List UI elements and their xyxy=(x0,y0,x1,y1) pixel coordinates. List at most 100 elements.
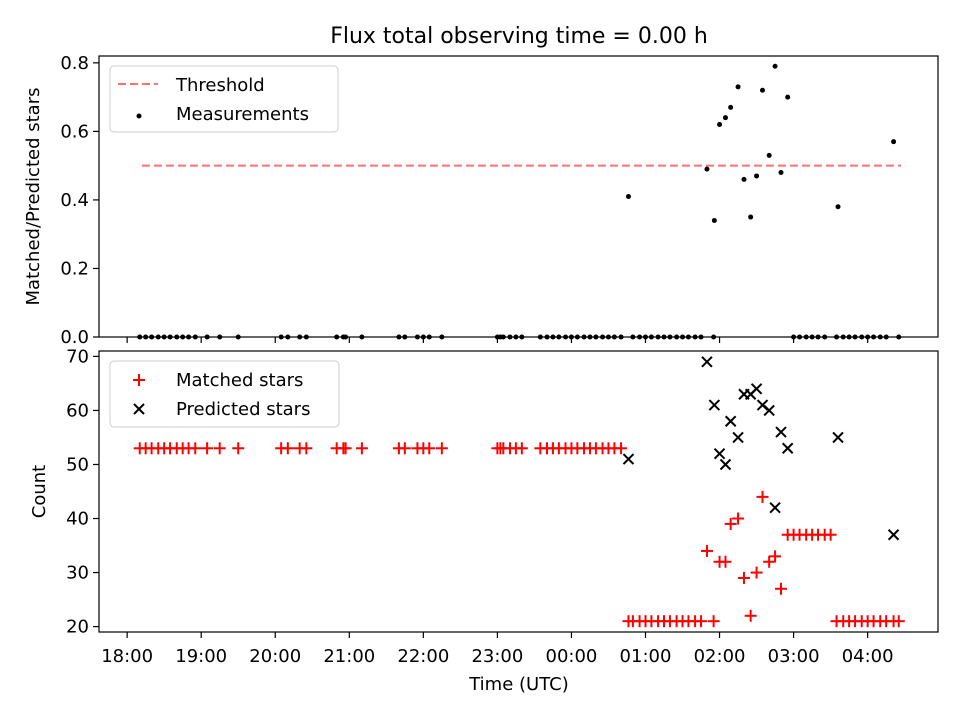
predicted-point xyxy=(887,529,900,541)
count-y-tick-label: 70 xyxy=(66,346,89,367)
measurement-point xyxy=(754,173,760,179)
matched-point xyxy=(281,442,294,455)
count-plot-area xyxy=(133,356,905,628)
matched-point xyxy=(732,512,745,525)
predicted-point xyxy=(719,458,732,471)
count-x-tick-label: 03:00 xyxy=(768,646,820,667)
matched-point xyxy=(300,442,313,455)
measurement-point xyxy=(778,170,784,176)
predicted-point xyxy=(781,442,794,454)
matched-point xyxy=(435,442,448,455)
count-x-tick-label: 01:00 xyxy=(620,646,672,667)
count-y-tick-label: 50 xyxy=(66,454,89,475)
predicted-point xyxy=(708,399,721,411)
x-axis-label: Time (UTC) xyxy=(468,674,569,695)
matched-point xyxy=(824,528,837,541)
count-legend: Matched stars Predicted stars xyxy=(109,360,340,428)
matched-point xyxy=(213,442,226,455)
count-x-tick-label: 21:00 xyxy=(323,646,375,667)
measurement-point xyxy=(835,204,841,210)
matched-point xyxy=(756,490,769,503)
ratio-x-axis xyxy=(126,337,869,343)
matched-point xyxy=(189,442,202,455)
matched-point xyxy=(724,517,737,530)
predicted-stars-series xyxy=(622,356,900,541)
matched-legend-label: Matched stars xyxy=(176,370,303,391)
predicted-point xyxy=(724,415,737,427)
matched-point xyxy=(769,550,782,563)
measurement-point xyxy=(891,139,897,145)
matched-point xyxy=(515,442,528,455)
ratio-legend: Threshold Measurements xyxy=(109,65,339,133)
ratio-y-tick-label: 0.6 xyxy=(60,121,89,142)
predicted-point xyxy=(769,502,781,514)
measurements-legend-label: Measurements xyxy=(176,104,309,125)
count-y-axis-label: Count xyxy=(29,465,50,518)
count-panel: 20 30 40 50 60 70 18:00 19:00 20:00 21:00 22:00 23… xyxy=(29,346,939,695)
matched-point xyxy=(763,555,776,568)
predicted-legend-label: Predicted stars xyxy=(176,399,310,420)
matched-point xyxy=(892,615,905,628)
count-x-tick-label: 23:00 xyxy=(471,646,523,667)
measurement-point xyxy=(766,152,772,158)
predicted-point xyxy=(832,431,844,444)
matched-point xyxy=(398,442,411,455)
measurement-point xyxy=(741,176,747,182)
matched-point xyxy=(707,615,720,628)
count-x-tick-label: 20:00 xyxy=(249,646,301,667)
matched-point xyxy=(719,555,732,568)
matched-point xyxy=(423,442,436,455)
matched-point xyxy=(695,615,708,628)
measurement-point xyxy=(711,217,717,223)
count-y-tick-label: 30 xyxy=(66,563,89,584)
matched-point xyxy=(775,582,788,595)
ratio-y-axis-label: Matched/Predicted stars xyxy=(23,88,44,306)
matched-point xyxy=(750,566,763,579)
measurement-point xyxy=(722,115,728,121)
ratio-y-tick-label: 0.8 xyxy=(60,53,89,74)
count-x-tick-label: 18:00 xyxy=(101,646,153,667)
count-x-tick-label: 19:00 xyxy=(175,646,227,667)
matched-point xyxy=(737,571,750,584)
ratio-y-tick-label: 0.4 xyxy=(60,190,89,211)
measurement-point xyxy=(625,194,631,199)
matched-point xyxy=(201,442,214,455)
measurement-point xyxy=(759,87,765,93)
measurement-point xyxy=(735,84,741,90)
count-legend-box xyxy=(109,360,340,428)
measurement-point xyxy=(728,104,734,110)
measurements-legend-swatch xyxy=(136,113,142,119)
measurements-series xyxy=(137,63,902,340)
predicted-point xyxy=(750,383,763,395)
matched-point xyxy=(232,442,245,455)
matched-point xyxy=(615,442,628,455)
predicted-point xyxy=(775,426,787,438)
predicted-point xyxy=(701,356,713,368)
count-x-tick-label: 04:00 xyxy=(842,646,894,667)
ratio-y-tick-label: 0.2 xyxy=(60,258,89,279)
threshold-legend-label: Threshold xyxy=(175,75,265,96)
matched-legend-swatch xyxy=(133,374,145,386)
predicted-point xyxy=(732,431,744,444)
count-y-axis: 20 30 40 50 60 70 xyxy=(66,346,99,638)
measurement-point xyxy=(717,122,723,128)
predicted-point xyxy=(713,447,726,460)
measurement-point xyxy=(785,94,791,100)
predicted-point xyxy=(622,453,635,465)
ratio-y-tick-label: 0.0 xyxy=(60,327,89,348)
matched-stars-series xyxy=(133,442,905,628)
predicted-legend-swatch xyxy=(133,403,145,415)
measurement-point xyxy=(772,63,778,69)
matched-point xyxy=(700,544,713,557)
matched-point xyxy=(339,442,352,455)
matched-point xyxy=(355,442,368,455)
predicted-point xyxy=(763,404,775,417)
count-y-tick-label: 20 xyxy=(66,617,89,638)
count-x-tick-label: 22:00 xyxy=(397,646,449,667)
count-x-tick-label: 02:00 xyxy=(694,646,746,667)
ratio-axes-frame xyxy=(98,55,939,338)
count-y-tick-label: 60 xyxy=(66,400,89,421)
count-y-tick-label: 40 xyxy=(66,509,89,530)
count-x-tick-label: 00:00 xyxy=(546,646,598,667)
